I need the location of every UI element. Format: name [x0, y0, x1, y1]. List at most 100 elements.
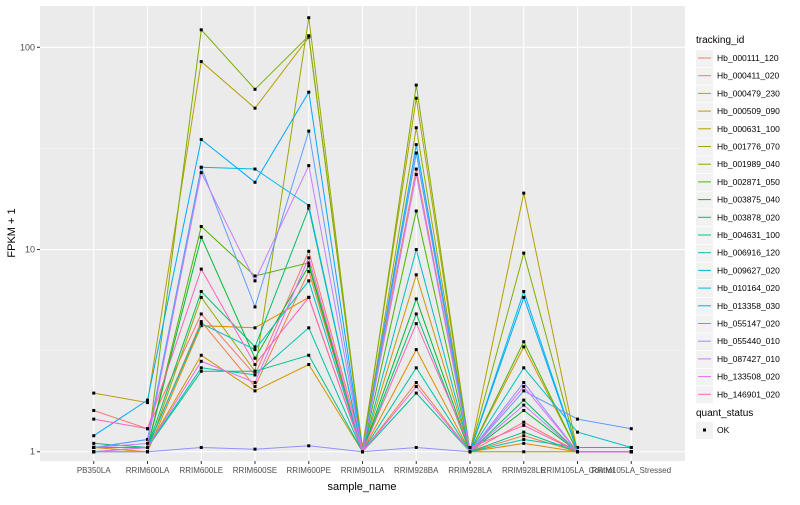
legend-label: Hb_000631_100 — [717, 124, 780, 134]
x-tick-label: RRIM105LA_Control — [541, 466, 615, 475]
data-point — [307, 269, 311, 273]
data-point — [361, 445, 364, 449]
data-point — [307, 326, 311, 330]
data-point — [199, 445, 203, 449]
data-point — [92, 434, 96, 438]
data-point — [253, 385, 257, 389]
data-point — [414, 380, 418, 384]
series-Hb_146901_020 — [92, 267, 633, 454]
data-point — [253, 363, 257, 367]
x-tick-label: RRIM928LA — [448, 466, 492, 475]
data-point — [253, 279, 257, 283]
data-point — [414, 366, 418, 370]
x-tick-label: RRIM901LA — [341, 466, 385, 475]
data-point — [199, 353, 203, 357]
data-point — [199, 235, 203, 239]
legend-label: Hb_009627_020 — [717, 265, 780, 275]
x-tick-label: RRIM600PE — [287, 466, 331, 475]
legend-key — [696, 244, 713, 262]
data-point — [199, 60, 203, 64]
data-point — [146, 398, 149, 402]
data-point — [576, 445, 579, 449]
data-point — [414, 172, 418, 176]
legend-label: Hb_055440_010 — [717, 336, 780, 346]
data-point — [199, 165, 203, 169]
series-layer — [92, 16, 633, 454]
legend-shape-marker — [703, 428, 706, 432]
data-point — [146, 437, 149, 441]
data-point — [307, 363, 311, 367]
data-point — [522, 423, 526, 427]
data-point — [199, 320, 203, 324]
data-point — [307, 206, 311, 210]
data-point — [307, 90, 311, 94]
data-point — [414, 143, 418, 147]
data-point — [199, 295, 203, 299]
data-point — [92, 417, 96, 421]
legend-label: Hb_003878_020 — [717, 212, 780, 222]
data-point — [522, 345, 526, 349]
data-point — [522, 191, 526, 195]
data-point — [307, 204, 311, 208]
data-point — [522, 450, 526, 454]
data-point — [414, 312, 418, 316]
data-point — [199, 137, 203, 141]
legend-label: Hb_000411_020 — [717, 71, 780, 81]
data-point — [253, 348, 257, 352]
data-point — [253, 356, 257, 360]
legend-label: Hb_001989_040 — [717, 159, 780, 169]
data-point — [253, 167, 257, 171]
legend-label: Hb_087427_010 — [717, 354, 780, 364]
data-point — [199, 267, 203, 271]
data-point — [199, 312, 203, 316]
data-point — [199, 369, 203, 373]
data-point — [92, 450, 96, 454]
legend-title: tracking_id — [696, 35, 744, 46]
data-point — [576, 430, 579, 434]
data-point — [414, 445, 418, 449]
data-point — [522, 398, 526, 402]
data-point — [414, 348, 418, 352]
legend-label: Hb_004631_100 — [717, 230, 780, 240]
data-point — [361, 450, 364, 454]
y-axis: 1 10 100 — [20, 42, 40, 457]
legend-label: Hb_146901_020 — [717, 389, 780, 399]
data-point — [253, 326, 257, 330]
data-point — [414, 151, 418, 155]
data-point — [307, 295, 311, 299]
data-point — [307, 249, 311, 253]
x-tick-label: RRIM928LE — [502, 466, 546, 475]
data-point — [307, 34, 311, 38]
data-point — [414, 322, 418, 326]
data-point — [146, 441, 149, 445]
data-point — [253, 380, 257, 384]
data-point — [522, 441, 526, 445]
x-axis-title: sample_name — [327, 481, 396, 493]
data-point — [414, 297, 418, 301]
data-point — [253, 106, 257, 110]
y-tick-label: 10 — [25, 245, 35, 255]
data-point — [522, 340, 526, 344]
data-point — [199, 171, 203, 175]
data-point — [522, 434, 526, 438]
data-point — [576, 417, 579, 421]
legend-shape-label: OK — [717, 425, 730, 435]
data-point — [468, 445, 472, 449]
data-point — [522, 366, 526, 370]
data-point — [253, 274, 257, 278]
legend-label: Hb_006916_120 — [717, 248, 780, 258]
data-point — [522, 385, 526, 389]
y-tick-label: 100 — [20, 42, 35, 52]
data-point — [199, 359, 203, 363]
data-point — [253, 373, 257, 377]
data-point — [92, 441, 96, 445]
data-point — [522, 420, 526, 424]
data-point — [414, 126, 418, 130]
data-point — [414, 83, 418, 87]
data-point — [253, 447, 257, 451]
x-tick-label: RRIM600SE — [233, 466, 277, 475]
data-point — [522, 389, 526, 393]
data-point — [307, 444, 311, 448]
